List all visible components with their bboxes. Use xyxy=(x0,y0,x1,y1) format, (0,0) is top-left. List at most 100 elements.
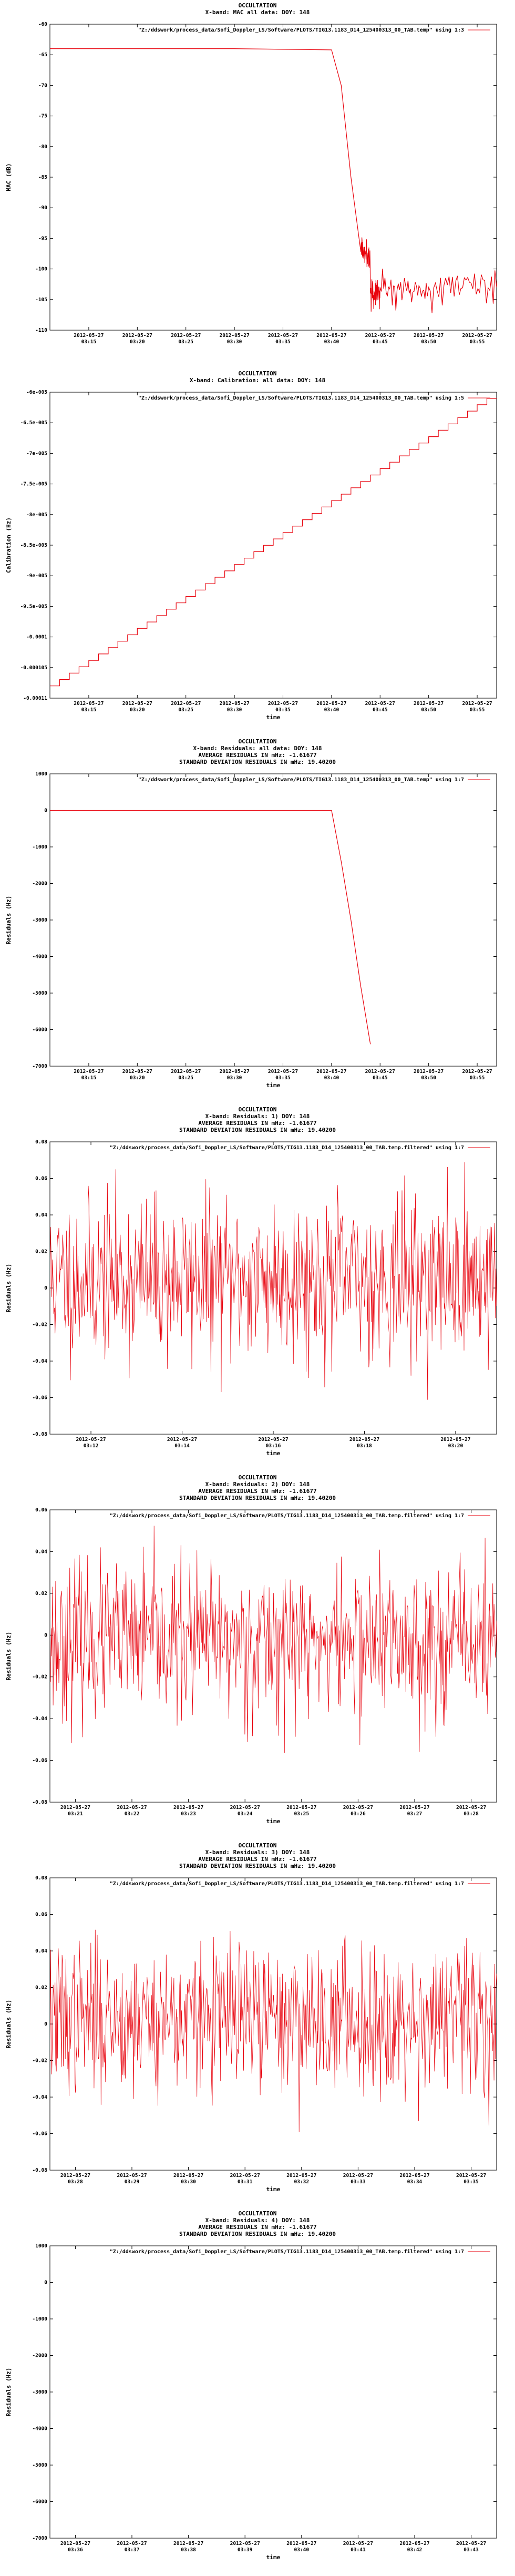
chart-title-line: X-band: Residuals: 4) DOY: 148 xyxy=(205,2217,310,2224)
x-tick-time: 03:28 xyxy=(464,1811,479,1817)
x-tick-date: 2012-05-27 xyxy=(60,1805,90,1811)
x-tick-date: 2012-05-27 xyxy=(219,1069,249,1075)
x-tick-time: 03:28 xyxy=(68,2179,83,2185)
y-tick-label: -80 xyxy=(38,144,47,150)
x-tick-time: 03:26 xyxy=(351,1811,366,1817)
x-tick-time: 03:25 xyxy=(294,1811,309,1817)
y-tick-label: -1000 xyxy=(32,844,47,850)
chart-title-line: OCCULTATION xyxy=(239,738,277,745)
y-tick-label: -95 xyxy=(38,236,47,241)
x-tick-time: 03:15 xyxy=(81,1075,97,1081)
x-tick-date: 2012-05-27 xyxy=(286,1805,316,1811)
y-tick-label: 0 xyxy=(44,2280,47,2286)
x-tick-time: 03:15 xyxy=(81,707,97,713)
x-tick-time: 03:45 xyxy=(373,707,388,713)
y-tick-label: -0.08 xyxy=(32,1800,47,1805)
chart-title-line: AVERAGE RESIDUALS IN mHz: -1.61677 xyxy=(198,1120,316,1127)
y-tick-label: 0.08 xyxy=(35,1139,47,1145)
x-tick-time: 03:50 xyxy=(421,707,436,713)
y-tick-label: -0.08 xyxy=(32,1432,47,1437)
y-tick-label: -7e-005 xyxy=(26,451,47,456)
y-tick-label: -7.5e-005 xyxy=(20,482,48,487)
chart-title-line: AVERAGE RESIDUALS IN mHz: -1.61677 xyxy=(198,752,316,759)
y-tick-label: -75 xyxy=(38,114,47,119)
x-tick-date: 2012-05-27 xyxy=(414,701,444,707)
y-tick-label: -6.5e-005 xyxy=(20,420,48,426)
y-tick-label: 0.06 xyxy=(35,1176,47,1182)
x-tick-date: 2012-05-27 xyxy=(122,701,152,707)
x-axis-label: time xyxy=(266,1082,281,1089)
y-tick-label: 1000 xyxy=(35,771,47,777)
x-tick-time: 03:39 xyxy=(238,2547,253,2553)
chart-title-line: STANDARD DEVIATION RESIDUALS IN mHz: 19.… xyxy=(179,759,336,765)
y-tick-label: -0.06 xyxy=(32,1758,47,1764)
y-tick-label: 0.08 xyxy=(35,1875,47,1881)
y-axis-label: MAC (dB) xyxy=(5,163,12,191)
x-tick-date: 2012-05-27 xyxy=(462,1069,492,1075)
x-axis-label: time xyxy=(266,714,281,721)
x-tick-time: 03:30 xyxy=(227,707,242,713)
x-tick-time: 03:35 xyxy=(464,2179,479,2185)
plot-frame xyxy=(49,773,497,1067)
legend-label: "Z:/ddswork/process_data/Sofi_Doppler_LS… xyxy=(110,1144,464,1151)
x-tick-date: 2012-05-27 xyxy=(316,701,346,707)
x-tick-date: 2012-05-27 xyxy=(456,2541,486,2547)
legend-label: "Z:/ddswork/process_data/Sofi_Doppler_LS… xyxy=(110,2248,464,2255)
y-tick-label: -9e-005 xyxy=(26,573,47,579)
y-tick-label: -6000 xyxy=(32,2499,47,2505)
series-line xyxy=(50,398,497,687)
x-tick-date: 2012-05-27 xyxy=(440,1437,470,1443)
x-tick-time: 03:20 xyxy=(130,339,145,345)
y-tick-label: -0.06 xyxy=(32,2131,47,2137)
chart-title-line: OCCULTATION xyxy=(239,1474,277,1481)
x-tick-date: 2012-05-27 xyxy=(74,701,104,707)
x-tick-date: 2012-05-27 xyxy=(74,333,104,339)
x-tick-date: 2012-05-27 xyxy=(316,1069,346,1075)
x-tick-date: 2012-05-27 xyxy=(456,1805,486,1811)
y-tick-label: 0 xyxy=(44,1285,47,1291)
x-tick-time: 03:36 xyxy=(68,2547,83,2553)
x-tick-date: 2012-05-27 xyxy=(343,2173,373,2179)
y-tick-label: -9.5e-005 xyxy=(20,604,48,609)
x-tick-time: 03:33 xyxy=(351,2179,366,2185)
x-tick-date: 2012-05-27 xyxy=(117,1805,147,1811)
y-tick-label: 0.02 xyxy=(35,1591,47,1597)
x-tick-time: 03:30 xyxy=(227,1075,242,1081)
x-tick-date: 2012-05-27 xyxy=(122,333,152,339)
x-tick-date: 2012-05-27 xyxy=(343,1805,373,1811)
x-tick-date: 2012-05-27 xyxy=(286,2541,316,2547)
x-tick-date: 2012-05-27 xyxy=(230,2541,260,2547)
x-tick-time: 03:43 xyxy=(464,2547,479,2553)
x-tick-time: 03:35 xyxy=(275,707,291,713)
y-tick-label: -1000 xyxy=(32,2316,47,2322)
x-tick-date: 2012-05-27 xyxy=(456,2173,486,2179)
plot-frame xyxy=(49,1877,497,2171)
series-line xyxy=(50,1526,497,1753)
x-axis-label: time xyxy=(266,1450,281,1457)
x-tick-time: 03:32 xyxy=(294,2179,309,2185)
x-tick-time: 03:22 xyxy=(125,1811,140,1817)
x-tick-time: 03:16 xyxy=(266,1443,281,1449)
x-tick-time: 03:14 xyxy=(174,1443,190,1449)
chart-title-line: STANDARD DEVIATION RESIDUALS IN mHz: 19.… xyxy=(179,2231,336,2237)
y-tick-label: 0 xyxy=(44,2021,47,2027)
y-tick-label: -0.00011 xyxy=(23,696,47,701)
y-tick-label: -0.02 xyxy=(32,2058,47,2064)
x-tick-time: 03:45 xyxy=(373,339,388,345)
x-tick-date: 2012-05-27 xyxy=(258,1437,288,1443)
x-tick-date: 2012-05-27 xyxy=(462,333,492,339)
y-tick-label: -0.02 xyxy=(32,1322,47,1328)
x-tick-time: 03:20 xyxy=(130,707,145,713)
plot-frame xyxy=(49,1141,497,1435)
chart-title-line: AVERAGE RESIDUALS IN mHz: -1.61677 xyxy=(198,2224,316,2231)
y-tick-label: -3000 xyxy=(32,917,47,923)
x-tick-date: 2012-05-27 xyxy=(268,1069,298,1075)
y-tick-label: -5000 xyxy=(32,990,47,996)
x-tick-date: 2012-05-27 xyxy=(167,1437,197,1443)
y-tick-label: -0.04 xyxy=(32,2094,47,2100)
x-axis-label: time xyxy=(266,2186,281,2193)
x-tick-time: 03:20 xyxy=(448,1443,464,1449)
